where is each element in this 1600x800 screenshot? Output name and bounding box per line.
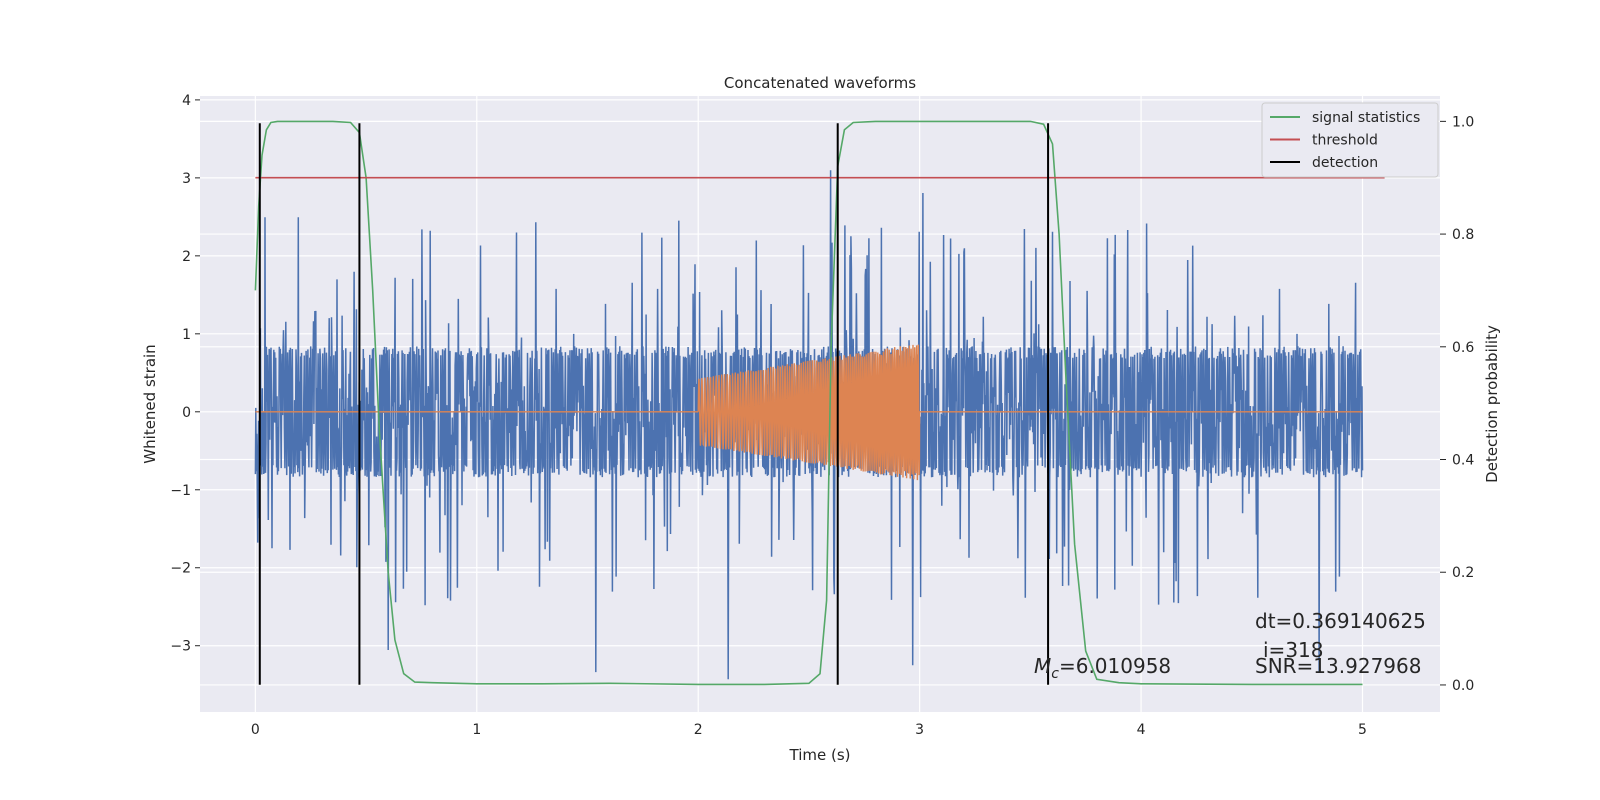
series-layer — [254, 120, 1385, 686]
snr-annotation: SNR=13.927968 — [1255, 654, 1421, 678]
x-tick-label: 1 — [472, 722, 481, 738]
y-tick-label: −3 — [170, 639, 191, 655]
grid — [200, 96, 1440, 712]
x-tick-label: 5 — [1358, 722, 1367, 738]
mc-symbol: M — [1034, 654, 1051, 678]
y2-tick-label: 0.6 — [1452, 340, 1474, 356]
y-tick-label: 3 — [182, 171, 191, 187]
y-tick-label: 4 — [182, 93, 191, 109]
dt-annotation: dt=0.369140625 — [1255, 609, 1426, 633]
legend-label: detection — [1312, 155, 1378, 171]
x-tick-label: 2 — [694, 722, 703, 738]
legend-box — [1261, 102, 1439, 178]
y2-tick-label: 0.8 — [1452, 227, 1474, 243]
y2-tick-label: 1.0 — [1452, 114, 1474, 130]
legend: signal statistics threshold detection — [1261, 102, 1439, 178]
y-axis-label: Whitened strain — [141, 344, 159, 463]
mc-annotation: Mc=6.010958 — [1034, 654, 1171, 682]
chart-title: Concatenated waveforms — [724, 74, 916, 92]
y2-tick-label: 0.2 — [1452, 565, 1474, 581]
y2-tick-label: 0.4 — [1452, 453, 1474, 469]
legend-label: signal statistics — [1312, 110, 1420, 126]
y-tick-label: 0 — [182, 405, 191, 421]
y-tick-label: 2 — [182, 249, 191, 265]
x-axis-label: Time (s) — [789, 746, 851, 764]
annotations: Mc=6.010958 dt=0.369140625 i=318 SNR=13.… — [1034, 609, 1426, 682]
y2-axis-label: Detection probability — [1483, 325, 1501, 483]
y-tick-label: 1 — [182, 327, 191, 343]
mc-subscript: c — [1051, 666, 1059, 682]
x-tick-label: 3 — [915, 722, 924, 738]
x-tick-label: 0 — [251, 722, 260, 738]
y-tick-label: −1 — [170, 483, 191, 499]
signal-statistics-line — [254, 120, 1363, 686]
y2-tick-label: 0.0 — [1452, 678, 1474, 694]
strain-noise-line — [254, 170, 1364, 680]
x-tick-label: 4 — [1137, 722, 1146, 738]
y-tick-label: −2 — [170, 561, 191, 577]
mc-value: =6.010958 — [1059, 654, 1171, 678]
legend-label: threshold — [1312, 133, 1378, 149]
i-annotation: i=318 — [1263, 638, 1324, 662]
axes: −3 −2 −1 0 1 2 3 4 0.0 0.2 0.4 0.6 0.8 1.0 0 1 2 3 4 5 — [170, 93, 1474, 738]
injected-chirp-line — [255, 344, 1363, 481]
